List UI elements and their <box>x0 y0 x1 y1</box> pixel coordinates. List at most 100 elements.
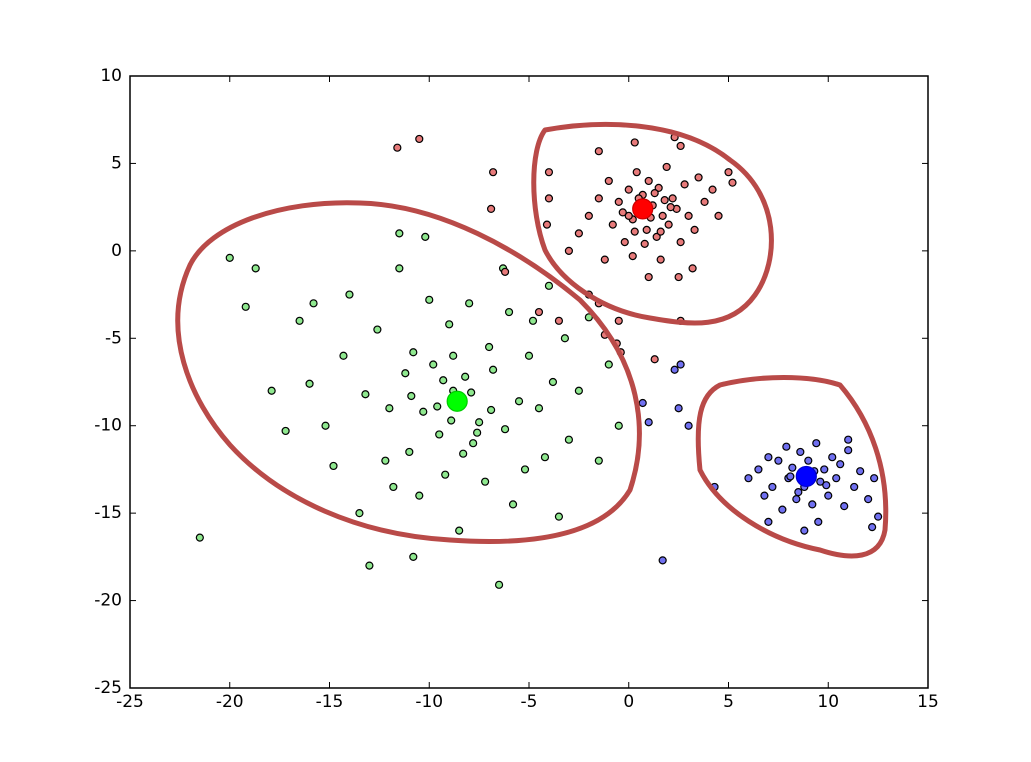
scatter-point <box>684 211 693 220</box>
scatter-point <box>345 290 354 299</box>
scatter-point <box>668 194 677 203</box>
x-tick-label: 15 <box>917 692 939 712</box>
scatter-point <box>714 211 723 220</box>
scatter-point <box>564 435 574 444</box>
scatter-point <box>225 253 234 262</box>
scatter-point <box>652 232 661 241</box>
scatter-point <box>564 246 574 255</box>
scatter-point <box>355 509 364 518</box>
scatter-point <box>395 229 404 238</box>
scatter-point <box>554 512 564 521</box>
scatter-point <box>554 316 564 325</box>
scatter-point <box>820 465 829 474</box>
scatter-point <box>676 238 685 247</box>
scatter-point <box>395 264 404 273</box>
scatter-point <box>850 482 859 492</box>
scatter-point <box>642 225 651 234</box>
scatter-point <box>467 388 476 397</box>
scatter-point <box>800 526 809 535</box>
scatter-point <box>832 474 841 483</box>
scatter-point <box>485 342 494 352</box>
x-tick-label: -25 <box>116 692 144 712</box>
scatter-point <box>662 162 671 172</box>
scatter-point <box>449 351 458 360</box>
scatter-point <box>281 426 290 436</box>
scatter-point <box>774 456 783 465</box>
scatter-point <box>594 147 603 156</box>
scatter-point <box>814 517 823 526</box>
scatter-point <box>630 138 639 147</box>
scatter-point <box>614 316 623 325</box>
cluster-outlines <box>175 121 889 559</box>
scatter-point <box>548 377 558 387</box>
scatter-point <box>389 482 398 492</box>
x-tick-label: 0 <box>623 692 634 712</box>
scatter-point <box>486 405 496 415</box>
scatter-point <box>828 453 837 462</box>
scatter-point <box>836 460 845 469</box>
scatter-point <box>656 227 665 236</box>
scatter-point <box>381 456 390 465</box>
x-tick-label: -15 <box>316 692 344 712</box>
scatter-point <box>795 465 817 488</box>
scatter-point <box>680 180 689 189</box>
scatter-point <box>339 351 348 360</box>
scatter-point <box>544 194 554 203</box>
scatter-point <box>419 407 428 416</box>
scatter-point <box>425 295 434 304</box>
scatter-point <box>620 238 629 247</box>
scatter-point <box>405 447 414 457</box>
scatter-point <box>816 477 825 486</box>
scatter-point <box>688 264 697 273</box>
scatter-point <box>674 272 683 282</box>
scatter-point <box>415 134 424 144</box>
scatter-point <box>796 447 805 457</box>
plot-marks <box>195 133 883 589</box>
scatter-point <box>433 402 442 411</box>
scatter-point <box>614 197 623 206</box>
scatter-point <box>241 302 250 311</box>
scatter-point <box>600 255 609 264</box>
scatter-point <box>409 552 418 561</box>
scatter-point <box>658 556 667 565</box>
x-tick-label: -10 <box>415 692 443 712</box>
scatter-point <box>650 189 659 198</box>
scatter-point <box>700 197 709 206</box>
scatter-point <box>728 178 737 187</box>
y-tick-label: -25 <box>94 678 122 698</box>
scatter-point <box>488 168 498 177</box>
scatter-point <box>822 481 831 490</box>
scatter-point <box>632 198 654 220</box>
scatter-point <box>670 365 679 374</box>
scatter-point <box>540 453 550 462</box>
scatter-point <box>407 391 416 401</box>
scatter-point <box>644 272 653 282</box>
scatter-point <box>782 442 791 451</box>
x-tick-label: 10 <box>817 692 839 712</box>
scatter-point <box>676 141 685 151</box>
scatter-point <box>461 372 470 381</box>
scatter-point <box>778 505 787 514</box>
scatter-point <box>401 369 410 378</box>
scatter-point <box>486 204 496 213</box>
scatter-point <box>594 456 603 465</box>
scatter-point <box>764 453 773 462</box>
scatter-point <box>664 220 673 229</box>
scatter-point <box>534 307 544 317</box>
scatter-point <box>604 360 613 369</box>
y-tick-label: -15 <box>94 503 122 523</box>
scatter-point <box>267 386 276 395</box>
scatter-point <box>534 404 544 413</box>
scatter-point <box>251 264 260 273</box>
scatter-point <box>632 168 641 177</box>
scatter-point <box>650 355 659 364</box>
scatter-point <box>295 316 304 325</box>
scatter-point <box>481 477 490 486</box>
scatter-point <box>624 211 633 220</box>
scatter-point <box>329 461 338 471</box>
scatter-point <box>508 500 518 509</box>
scatter-point <box>421 232 430 241</box>
scatter-point <box>574 229 583 238</box>
scatter-point <box>614 421 623 430</box>
scatter-point <box>528 316 538 325</box>
